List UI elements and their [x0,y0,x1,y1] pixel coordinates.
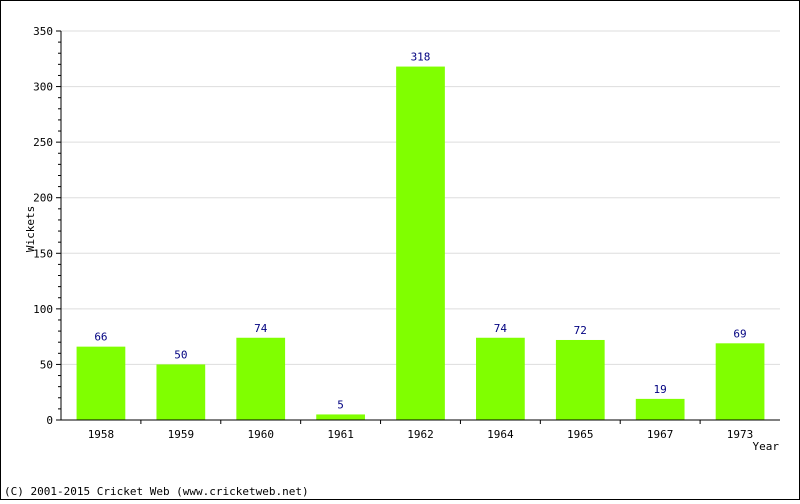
x-tick-label-1958: 1958 [88,428,115,441]
y-tick-label: 100 [33,303,53,316]
data-label-1958: 66 [94,331,107,344]
bar-1962 [396,66,445,421]
bar-1967 [635,398,685,420]
y-tick-label: 50 [40,358,53,371]
x-tick-label-1960: 1960 [247,428,274,441]
data-label-1973: 69 [733,327,746,340]
bar-1964 [476,337,525,420]
x-axis-title: Year [753,440,780,453]
x-tick-label-1959: 1959 [168,428,195,441]
copyright-text: (C) 2001-2015 Cricket Web (www.cricketwe… [4,485,309,498]
y-axis-title: Wickets [24,206,37,252]
y-tick-label: 250 [33,136,53,149]
bar-1965 [555,339,605,420]
y-tick-label: 150 [33,247,53,260]
bar-1959 [156,364,206,420]
labels: 0 50 100 150 200 250 300 350 66 1958 50 1959 74 1960 5… [33,25,753,441]
y-tick-label: 350 [33,25,53,38]
data-label-1965: 72 [574,324,587,337]
bar-1958 [76,346,126,420]
data-label-1959: 50 [174,348,187,361]
x-tick-label-1961: 1961 [327,428,354,441]
bar-1960 [236,337,286,420]
y-tick-label: 200 [33,192,53,205]
bar-1961 [316,414,365,420]
bar-1973 [715,343,765,420]
x-tick-label-1962: 1962 [407,428,434,441]
data-label-1960: 74 [254,322,268,335]
data-label-1962: 318 [411,51,431,64]
x-tick-label-1964: 1964 [487,428,514,441]
y-tick-label: 300 [33,81,53,94]
data-label-1964: 74 [494,322,508,335]
data-label-1961: 5 [337,398,344,411]
x-tick-label-1965: 1965 [567,428,594,441]
data-label-1967: 19 [654,383,667,396]
y-tick-label: 0 [46,414,53,427]
bars [76,66,765,421]
x-tick-label-1973: 1973 [727,428,754,441]
axes [56,30,780,424]
x-tick-label-1967: 1967 [647,428,674,441]
